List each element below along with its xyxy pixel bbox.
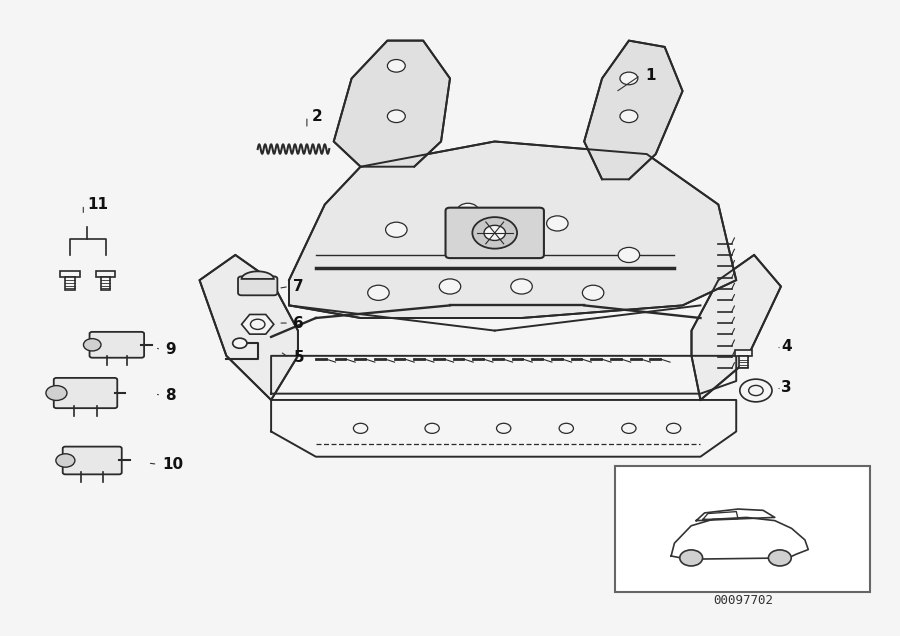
Circle shape <box>250 319 265 329</box>
Polygon shape <box>241 272 274 279</box>
Text: 5: 5 <box>293 350 304 365</box>
Text: 4: 4 <box>781 339 792 354</box>
Polygon shape <box>96 271 115 277</box>
Circle shape <box>354 424 368 433</box>
Text: 9: 9 <box>166 342 176 357</box>
Circle shape <box>511 279 532 294</box>
Circle shape <box>387 60 405 72</box>
Circle shape <box>385 222 407 237</box>
Circle shape <box>84 338 101 351</box>
Circle shape <box>667 424 680 433</box>
Bar <box>616 466 870 592</box>
Circle shape <box>425 424 439 433</box>
Text: 6: 6 <box>293 315 304 331</box>
FancyBboxPatch shape <box>446 208 544 258</box>
Circle shape <box>559 424 573 433</box>
Polygon shape <box>101 277 111 289</box>
Text: 3: 3 <box>781 380 792 395</box>
Polygon shape <box>739 356 748 368</box>
Polygon shape <box>200 255 298 400</box>
Polygon shape <box>334 41 450 167</box>
FancyBboxPatch shape <box>54 378 117 408</box>
FancyBboxPatch shape <box>63 446 122 474</box>
Circle shape <box>740 379 772 402</box>
Text: 7: 7 <box>293 279 304 294</box>
Circle shape <box>546 216 568 231</box>
Circle shape <box>457 204 479 218</box>
Text: 8: 8 <box>166 388 176 403</box>
Circle shape <box>497 424 511 433</box>
Text: 11: 11 <box>87 197 109 212</box>
Circle shape <box>472 217 518 249</box>
Circle shape <box>439 279 461 294</box>
Circle shape <box>749 385 763 396</box>
FancyBboxPatch shape <box>238 277 277 295</box>
Circle shape <box>620 72 638 85</box>
Polygon shape <box>584 41 682 179</box>
Polygon shape <box>241 314 274 334</box>
Polygon shape <box>734 350 752 356</box>
Circle shape <box>46 385 67 401</box>
Polygon shape <box>289 141 736 318</box>
Polygon shape <box>65 277 75 289</box>
Circle shape <box>618 247 640 263</box>
Circle shape <box>368 285 389 300</box>
Circle shape <box>620 110 638 123</box>
FancyBboxPatch shape <box>89 332 144 357</box>
Circle shape <box>582 285 604 300</box>
Text: 00097702: 00097702 <box>714 594 773 607</box>
Text: 2: 2 <box>311 109 322 124</box>
Circle shape <box>232 338 247 349</box>
Circle shape <box>484 225 506 240</box>
Circle shape <box>622 424 636 433</box>
Circle shape <box>387 110 405 123</box>
Circle shape <box>56 453 75 467</box>
Text: 1: 1 <box>645 68 655 83</box>
Polygon shape <box>691 255 781 400</box>
Circle shape <box>769 550 791 566</box>
Text: 10: 10 <box>162 457 183 472</box>
Circle shape <box>680 550 703 566</box>
Polygon shape <box>60 271 79 277</box>
